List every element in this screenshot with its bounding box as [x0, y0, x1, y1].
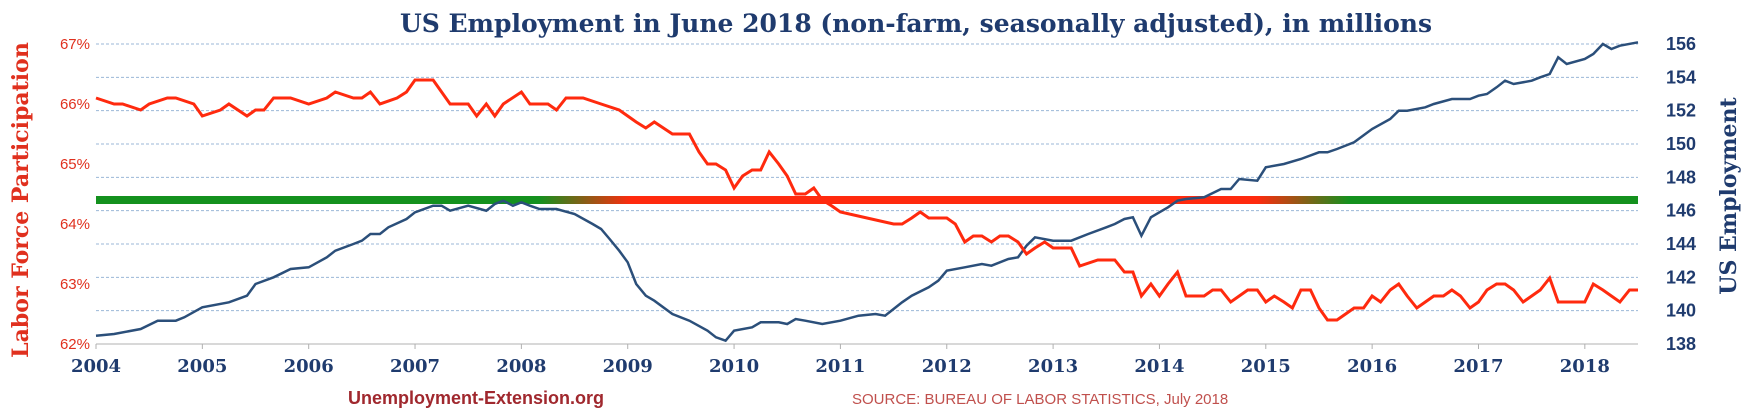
- right-tick-label: 148: [1666, 167, 1696, 187]
- x-tick-label: 2010: [709, 356, 759, 377]
- left-tick-label: 67%: [60, 36, 90, 53]
- x-tick-label: 2007: [390, 356, 440, 377]
- x-tick-label: 2014: [1134, 356, 1184, 377]
- x-tick-label: 2012: [922, 356, 972, 377]
- series-line-participation: [95, 78, 1638, 322]
- x-tick-label: 2009: [603, 356, 653, 377]
- right-tick-label: 142: [1666, 267, 1696, 287]
- right-tick-label: 146: [1666, 201, 1696, 221]
- x-tick-label: 2006: [284, 356, 334, 377]
- series-line-employment: [95, 41, 1639, 343]
- right-tick-label: 140: [1666, 301, 1696, 321]
- left-tick-label: 64%: [60, 216, 90, 233]
- left-tick-label: 62%: [60, 336, 90, 353]
- right-tick-label: 150: [1666, 134, 1696, 154]
- x-tick-label: 2008: [496, 356, 546, 377]
- x-tick-label: 2005: [177, 356, 227, 377]
- source-note: SOURCE: BUREAU OF LABOR STATISTICS, July…: [852, 391, 1228, 408]
- x-tick-label: 2017: [1453, 356, 1503, 377]
- x-tick-label: 2018: [1560, 356, 1610, 377]
- x-tick-label: 2013: [1028, 356, 1078, 377]
- right-tick-label: 154: [1666, 67, 1696, 87]
- left-tick-label: 65%: [60, 156, 90, 173]
- right-tick-label: 152: [1666, 101, 1696, 121]
- right-tick-label: 156: [1666, 34, 1696, 54]
- reference-level-bar: [96, 196, 1638, 204]
- y-axis-label-right: US Employment: [1716, 96, 1742, 294]
- y-axis-label-left: Labor Force Participation: [8, 42, 34, 358]
- x-tick-label: 2016: [1347, 356, 1397, 377]
- website-credit: Unemployment-Extension.org: [348, 388, 604, 408]
- x-axis-ticks: 2004 2005 2006 2007 2008 2009 2010 2011 2012 2013…: [71, 344, 1610, 377]
- left-axis-ticks: 62% 63% 64% 65% 66% 67%: [60, 36, 90, 353]
- x-tick-label: 2004: [71, 356, 121, 377]
- right-axis-ticks: 138 140 142 144 146 148 150 152 154 156: [1666, 34, 1696, 354]
- right-tick-label: 138: [1666, 334, 1696, 354]
- chart-title: US Employment in June 2018 (non-farm, se…: [400, 9, 1432, 38]
- x-tick-label: 2011: [815, 356, 865, 377]
- gridlines: [96, 43, 1638, 345]
- left-tick-label: 66%: [60, 96, 90, 113]
- x-tick-label: 2015: [1241, 356, 1291, 377]
- left-tick-label: 63%: [60, 276, 90, 293]
- right-tick-label: 144: [1666, 234, 1696, 254]
